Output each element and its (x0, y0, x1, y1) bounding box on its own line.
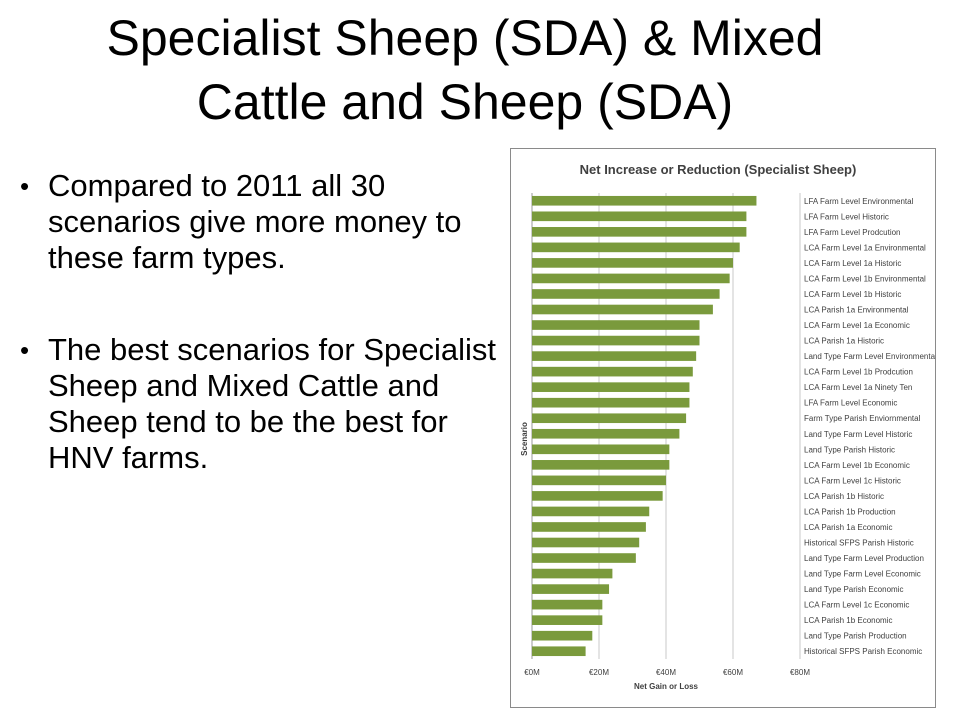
category-label: Land Type Parish Historic (804, 445, 895, 454)
category-label: Land Type Farm Level Historic (804, 430, 912, 439)
category-label: LCA Farm Level 1b Economic (804, 461, 910, 470)
x-tick-label: €40M (656, 668, 676, 677)
bar (532, 227, 747, 237)
x-tick-label: €0M (524, 668, 540, 677)
bar (532, 211, 747, 222)
bullet-item: • Compared to 2011 all 30 scenarios give… (20, 168, 500, 276)
x-tick-label: €80M (790, 668, 810, 677)
slide-title-line1: Specialist Sheep (SDA) & Mixed (106, 10, 824, 66)
category-label: LCA Farm Level 1a Economic (804, 321, 910, 330)
bullet-text: Compared to 2011 all 30 scenarios give m… (48, 168, 462, 275)
bar (532, 335, 700, 346)
bar (532, 537, 640, 548)
category-label: LCA Farm Level 1a Historic (804, 259, 901, 268)
grid-lines (531, 193, 801, 659)
y-axis-label: Scenario (520, 422, 529, 456)
bullet-item: • The best scenarios for Specialist Shee… (20, 332, 500, 476)
x-tick-label: €20M (589, 668, 609, 677)
bar (532, 397, 690, 408)
bar (532, 195, 757, 206)
category-label: LCA Parish 1b Production (804, 507, 896, 516)
bar (532, 599, 603, 610)
slide-title: Specialist Sheep (SDA) & Mixed Cattle an… (0, 6, 930, 134)
bar (532, 491, 663, 501)
bar (532, 584, 610, 594)
category-label: LFA Farm Level Prodcution (804, 228, 901, 237)
category-label: Farm Type Parish Enviornmental (804, 414, 921, 423)
bar (532, 568, 613, 579)
category-label: LCA Farm Level 1b Prodcution (804, 368, 913, 377)
bullet-dot-icon: • (20, 171, 30, 201)
category-label: LCA Farm Level 1a Ninety Ten (804, 383, 912, 392)
category-labels: LFA Farm Level Environmental LFA Farm Lev… (804, 197, 935, 656)
category-label: LCA Farm Level 1c Economic (804, 601, 909, 610)
category-label: LCA Parish 1b Historic (804, 492, 884, 501)
x-axis-label: Net Gain or Loss (634, 682, 699, 691)
chart-title: Net Increase or Reduction (Specialist Sh… (580, 162, 857, 177)
category-label: LCA Farm Level 1c Historic (804, 476, 901, 485)
category-label: Land Type Farm Level Environmental (804, 352, 935, 361)
bar (532, 304, 713, 315)
bar (532, 242, 740, 253)
category-label: Land Type Parish Production (804, 632, 907, 641)
category-label: Land Type Parish Economic (804, 585, 903, 594)
bar (532, 630, 593, 641)
bullet-text: The best scenarios for Specialist Sheep … (48, 332, 496, 475)
category-label: LCA Farm Level 1b Environmental (804, 274, 926, 283)
category-label: LFA Farm Level Historic (804, 212, 889, 221)
category-label: LFA Farm Level Environmental (804, 197, 914, 206)
x-tick-labels: €0M €20M €40M €60M €80M (524, 668, 810, 677)
bar (532, 615, 603, 625)
category-label: Land Type Farm Level Production (804, 554, 924, 563)
bar (532, 413, 687, 424)
bar (532, 289, 720, 299)
bar (532, 506, 650, 517)
bar (532, 553, 636, 563)
bars (532, 195, 757, 657)
bar (532, 320, 700, 330)
x-tick-label: €60M (723, 668, 743, 677)
bar (532, 444, 670, 455)
bar (532, 428, 680, 439)
category-label: LCA Parish 1a Economic (804, 523, 893, 532)
chart-frame: Net Increase or Reduction (Specialist Sh… (510, 148, 936, 708)
bar (532, 258, 733, 268)
category-label: LCA Parish 1a Historic (804, 337, 884, 346)
category-label: Historical SFPS Parish Historic (804, 539, 914, 548)
bullet-dot-icon: • (20, 335, 30, 365)
bar (532, 351, 697, 361)
category-label: LCA Parish 1a Environmental (804, 306, 909, 315)
bar (532, 366, 693, 377)
bar (532, 460, 670, 470)
category-label: LCA Farm Level 1a Environmental (804, 243, 926, 252)
category-label: LCA Parish 1b Economic (804, 616, 893, 625)
category-label: LFA Farm Level Economic (804, 399, 897, 408)
category-label: Historical SFPS Parish Economic (804, 647, 922, 656)
bar (532, 646, 586, 657)
bar (532, 382, 690, 392)
bar (532, 522, 646, 532)
bullet-list: • Compared to 2011 all 30 scenarios give… (20, 168, 500, 476)
bar-chart: Net Increase or Reduction (Specialist Sh… (520, 162, 935, 691)
bar (532, 273, 730, 284)
slide-title-line2: Cattle and Sheep (SDA) (196, 74, 734, 130)
bar (532, 475, 666, 486)
category-label: Land Type Farm Level Economic (804, 570, 921, 579)
category-label: LCA Farm Level 1b Historic (804, 290, 901, 299)
